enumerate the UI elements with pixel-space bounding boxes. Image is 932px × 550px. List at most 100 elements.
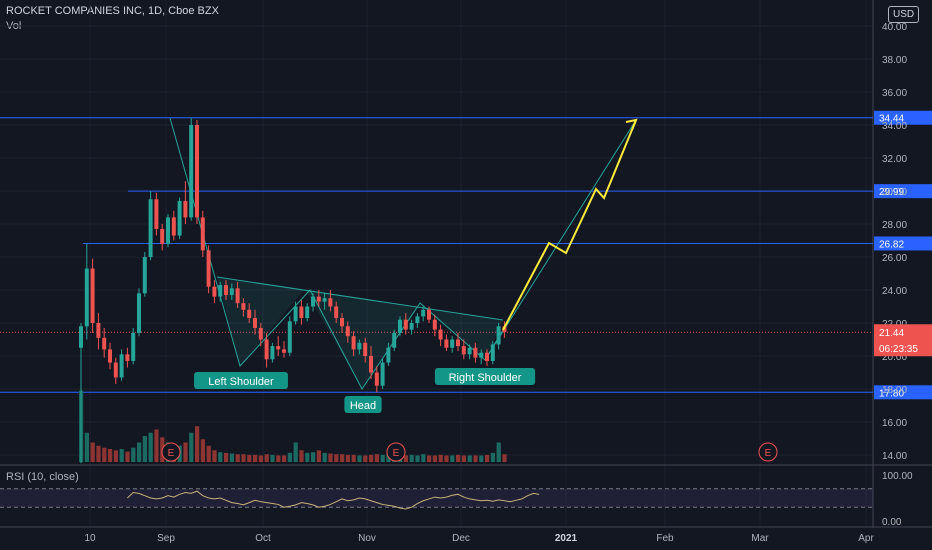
volume-bar	[363, 455, 368, 462]
time-tick: 2021	[555, 533, 578, 544]
volume-bar	[154, 429, 159, 462]
volume-bar	[293, 442, 298, 462]
volume-bar	[340, 454, 345, 462]
volume-bar	[427, 455, 432, 462]
level-label-bg	[874, 385, 932, 400]
volume-bar	[241, 454, 246, 462]
volume-bar	[438, 454, 443, 462]
projection-arrow	[625, 118, 638, 131]
rsi-label: RSI (10, close)	[6, 471, 79, 483]
grid	[0, 0, 873, 527]
candle-body	[218, 285, 223, 297]
candle-body	[90, 268, 95, 323]
pattern-label-bg	[194, 372, 288, 389]
candle-body	[357, 342, 362, 350]
volume-bar	[287, 452, 292, 462]
currency-button[interactable]: USD	[888, 6, 920, 23]
volume-bar	[299, 450, 304, 462]
price-tick: 14.00	[882, 451, 907, 462]
candle-body	[253, 318, 257, 328]
rsi-tick: 0.00	[882, 517, 902, 528]
volume-bar	[461, 455, 466, 462]
volume-bar	[108, 449, 113, 462]
candle-body	[241, 303, 246, 310]
volume-bar	[247, 454, 252, 462]
volume-bar	[224, 452, 229, 462]
pattern-label: Left Shoulder	[208, 376, 274, 388]
candle-body	[131, 332, 136, 361]
price-tick: 20.00	[882, 352, 907, 363]
time-tick: Apr	[858, 533, 874, 544]
volume-bar	[345, 454, 350, 462]
volume-bars	[79, 390, 507, 462]
candle-body	[305, 306, 310, 319]
candle-body	[438, 329, 443, 340]
candle-body	[444, 339, 449, 348]
candle-body	[386, 347, 391, 363]
candle-body	[171, 217, 176, 236]
level-label: 26.82	[879, 239, 904, 250]
price-tick: 26.00	[882, 253, 907, 264]
candle-body	[212, 286, 217, 297]
volume-bar	[235, 454, 240, 462]
volume-bar	[444, 455, 449, 462]
volume-bar	[270, 454, 275, 462]
volume-bar	[316, 450, 321, 462]
volume-bar	[467, 455, 472, 462]
candle-body	[84, 268, 89, 327]
volume-bar	[183, 442, 188, 462]
volume-bar	[421, 454, 426, 462]
time-tick: Mar	[751, 533, 769, 544]
volume-bar	[212, 450, 217, 462]
candle-body	[345, 326, 350, 337]
price-tick: 36.00	[882, 88, 907, 99]
candle-body	[322, 298, 327, 302]
candle-body	[374, 372, 379, 386]
volume-bar	[403, 455, 408, 462]
time-tick: Oct	[255, 533, 271, 544]
candle-body	[392, 332, 397, 348]
volume-bar	[125, 451, 130, 462]
volume-bar	[380, 454, 385, 462]
candle-body	[177, 200, 182, 236]
countdown-label: 06:23:35	[879, 344, 918, 355]
candle-body	[490, 344, 495, 361]
volume-bar	[456, 454, 461, 462]
rsi-band	[0, 488, 873, 508]
volume-bar	[195, 426, 200, 462]
volume-bar	[96, 445, 101, 462]
volume-bar	[264, 454, 269, 462]
price-tick: 18.00	[882, 385, 907, 396]
volume-bar	[276, 455, 281, 462]
earnings-marker	[161, 442, 181, 462]
volume-bar	[218, 452, 223, 462]
candle-body	[398, 319, 402, 333]
candle-body	[409, 323, 414, 330]
candle-body	[148, 199, 153, 257]
volume-bar	[229, 453, 234, 462]
candle-body	[293, 306, 298, 322]
price-tick: 28.00	[882, 220, 907, 231]
candle-body	[119, 354, 124, 378]
volume-bar	[369, 454, 374, 462]
candle-body	[427, 309, 431, 320]
candle-body	[287, 321, 292, 353]
candle-body	[160, 228, 165, 244]
price-tick: 38.00	[882, 55, 907, 66]
volume-bar	[386, 454, 391, 462]
volume-bar	[90, 442, 95, 462]
candle-body	[108, 349, 112, 363]
level-label: 17.80	[879, 388, 904, 399]
candle-body	[200, 217, 205, 251]
volume-bar	[496, 442, 501, 462]
volume-bar	[258, 455, 263, 462]
candle-body	[403, 319, 408, 330]
volume-bar	[415, 455, 420, 462]
volume-bar	[282, 455, 287, 462]
pattern-fill	[217, 277, 503, 389]
candle-body	[363, 342, 368, 356]
earnings-marker	[386, 442, 406, 462]
candle-body	[189, 125, 194, 218]
candle-body	[264, 339, 269, 360]
